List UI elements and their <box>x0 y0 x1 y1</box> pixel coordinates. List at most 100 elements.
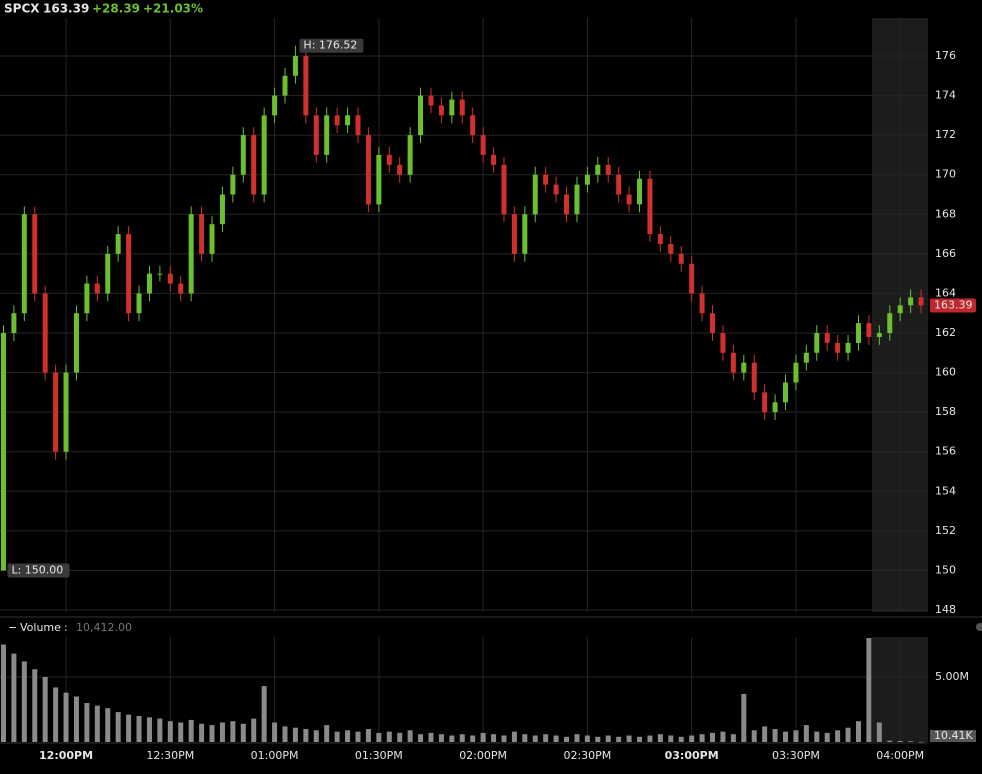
candle-body <box>835 342 841 353</box>
x-tick-label: 01:30PM <box>355 749 403 762</box>
candle-body <box>470 115 476 136</box>
candle-body <box>53 372 59 452</box>
volume-bar <box>866 638 872 742</box>
volume-bar <box>887 740 893 742</box>
low-box <box>7 563 70 578</box>
candle-body <box>292 55 298 76</box>
volume-bar <box>689 735 695 742</box>
candle-body <box>605 164 611 175</box>
volume-bar <box>532 735 538 742</box>
candle-body <box>94 283 100 294</box>
volume-bar <box>365 729 371 742</box>
volume-bar <box>564 736 570 742</box>
volume-bar <box>115 712 121 742</box>
volume-bar <box>657 734 663 742</box>
volume-bar <box>762 726 768 742</box>
candle-body <box>678 253 684 264</box>
candle-body <box>199 214 205 254</box>
candle-body <box>616 174 622 195</box>
panel-handle[interactable] <box>976 623 982 631</box>
volume-bar <box>251 718 257 742</box>
candle-body <box>188 214 194 294</box>
candle-body <box>793 362 799 383</box>
volume-bar <box>105 708 111 742</box>
x-tick-label: 02:30PM <box>563 749 611 762</box>
volume-bar <box>584 735 590 742</box>
candle-body <box>876 333 882 337</box>
x-tick-label: 12:30PM <box>146 749 194 762</box>
y-tick-label: 172 <box>935 128 956 141</box>
candle-body <box>511 214 517 254</box>
candle-body <box>240 135 246 175</box>
candle-body <box>0 333 6 571</box>
volume-bar <box>355 731 361 742</box>
volume-bar <box>397 732 403 742</box>
volume-tick-label: 5.00M <box>935 670 969 683</box>
y-tick-label: 170 <box>935 168 956 181</box>
candle-body <box>897 305 903 314</box>
volume-bar <box>522 734 528 742</box>
candle-body <box>626 194 632 205</box>
candle-body <box>845 342 851 353</box>
candle-body <box>741 362 747 373</box>
volume-bar <box>803 725 809 742</box>
candle-body <box>282 75 288 96</box>
volume-bar <box>751 730 757 742</box>
volume-bar <box>345 730 351 742</box>
volume-bar <box>470 735 476 742</box>
candle-body <box>386 154 392 165</box>
y-tick-label: 162 <box>935 326 956 339</box>
candle-body <box>762 392 768 413</box>
candle-body <box>595 164 601 175</box>
volume-bar <box>53 687 59 742</box>
volume-bar <box>386 731 392 742</box>
volume-bar <box>219 722 225 742</box>
candle-body <box>564 194 570 215</box>
volume-bar <box>668 735 674 742</box>
candle-body <box>407 135 413 175</box>
candle-body <box>480 135 486 155</box>
candle-body <box>730 352 736 373</box>
y-tick-label: 150 <box>935 563 956 576</box>
volume-bar <box>824 732 830 742</box>
price-tag-label: 163.39 <box>934 299 973 312</box>
volume-bar <box>501 735 507 742</box>
candle-body <box>73 313 79 373</box>
volume-bar <box>855 721 861 742</box>
change-pct: +21.03% <box>143 2 203 16</box>
volume-title: Volume <box>20 621 61 634</box>
candle-body <box>136 293 142 314</box>
candle-body <box>167 273 173 284</box>
volume-bar <box>772 729 778 742</box>
volume-bar <box>616 736 622 742</box>
volume-collapse[interactable]: − <box>8 621 17 634</box>
candle-body <box>751 362 757 393</box>
y-tick-label: 156 <box>935 445 956 458</box>
candle-body <box>11 313 17 334</box>
volume-bar <box>459 734 465 742</box>
volume-bar <box>730 734 736 742</box>
volume-bar <box>303 729 309 742</box>
volume-bar <box>543 734 549 742</box>
y-tick-label: 176 <box>935 49 956 62</box>
candle-body <box>887 313 893 334</box>
volume-bar <box>908 741 914 742</box>
candle-body <box>689 263 695 294</box>
candle-body <box>699 293 705 314</box>
change: +28.39 <box>92 2 140 16</box>
candle-body <box>814 333 820 353</box>
candle-body <box>668 243 674 254</box>
candle-body <box>720 333 726 353</box>
volume-bar <box>230 721 236 742</box>
volume-bar <box>418 734 424 742</box>
candle-body <box>824 333 830 343</box>
last-price: 163.39 <box>43 2 89 16</box>
volume-bar <box>814 731 820 742</box>
symbol: SPCX <box>4 2 40 16</box>
volume-bar <box>918 741 924 743</box>
candle-body <box>397 164 403 175</box>
candle-body <box>115 234 121 254</box>
candle-body <box>334 115 340 126</box>
candle-body <box>543 174 549 185</box>
